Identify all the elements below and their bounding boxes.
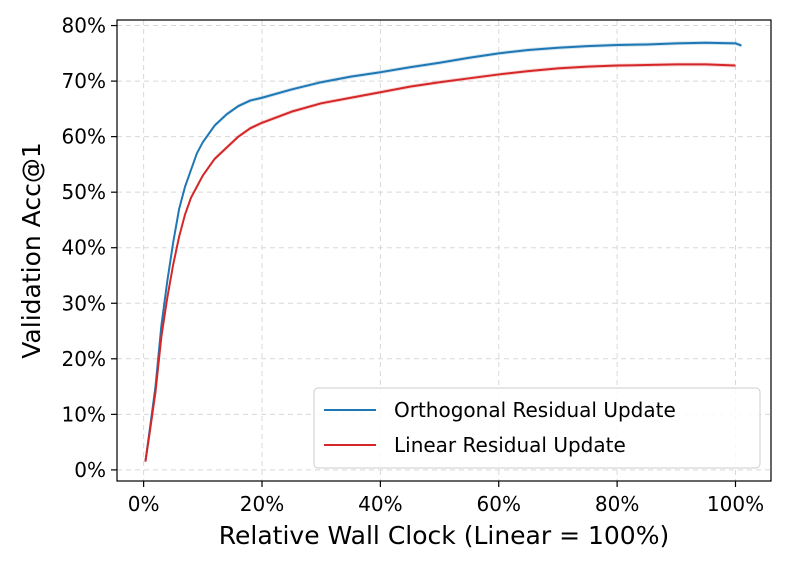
x-tick-label: 20% (240, 492, 284, 516)
y-tick-label: 50% (62, 180, 106, 204)
y-tick-label: 20% (62, 347, 106, 371)
axis-ticks: 0% 20% 40% 60% 80% 100% 0% 10% 20% 30% 40% 50% 60% 70… (62, 14, 765, 516)
x-axis-title: Relative Wall Clock (Linear = 100%) (219, 521, 669, 550)
y-tick-label: 30% (62, 291, 106, 315)
plot-frame (116, 19, 772, 482)
series-line-0 (144, 41, 742, 462)
y-tick-label: 80% (62, 14, 106, 38)
y-tick-label: 0% (74, 458, 106, 482)
legend-label-orthogonal: Orthogonal Residual Update (394, 398, 676, 422)
x-tick-label: 0% (128, 492, 160, 516)
y-axis-title: Validation Acc@1 (17, 142, 46, 358)
y-tick-label: 60% (62, 125, 106, 149)
legend: Orthogonal Residual Update Linear Residu… (313, 387, 761, 469)
x-tick-label: 80% (595, 492, 639, 516)
y-tick-label: 10% (62, 402, 106, 426)
y-tick-label: 40% (62, 236, 106, 260)
x-tick-label: 40% (358, 492, 402, 516)
legend-box (313, 387, 761, 469)
legend-label-linear: Linear Residual Update (394, 433, 626, 457)
series-line-1 (144, 63, 736, 462)
y-tick-label: 70% (62, 69, 106, 93)
x-tick-label: 60% (477, 492, 521, 516)
x-tick-label: 100% (707, 492, 764, 516)
grid (117, 20, 771, 481)
series-group (144, 40, 742, 464)
